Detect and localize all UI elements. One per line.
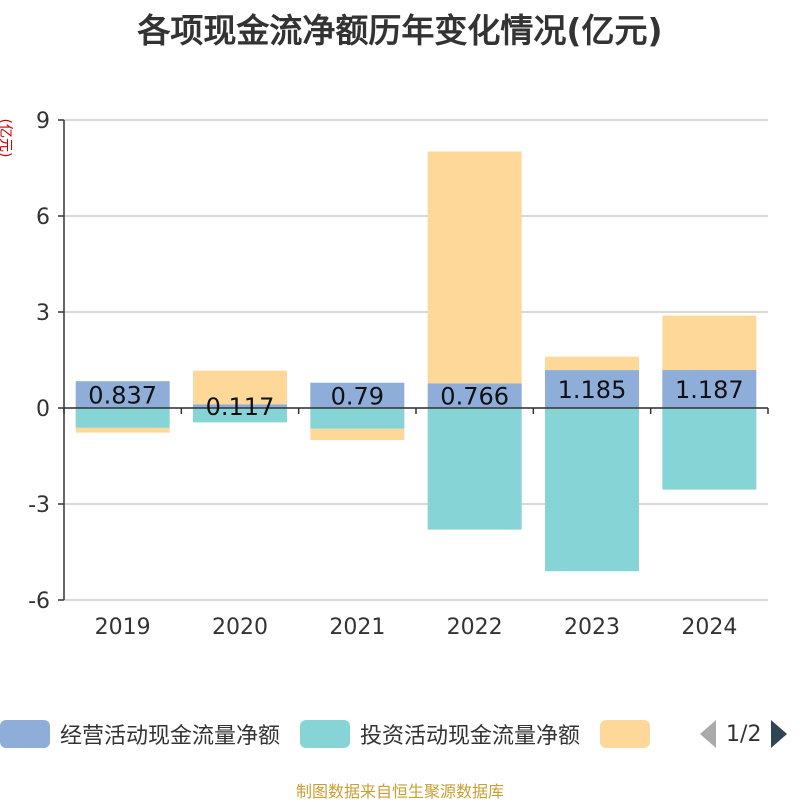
x-tick-label-2019: 2019 <box>95 615 151 640</box>
legend-label-investing: 投资活动现金流量净额 <box>360 724 581 749</box>
bar-3-2023 <box>545 356 639 371</box>
legend-swatch-financing <box>600 720 651 748</box>
x-tick-label-2020: 2020 <box>212 615 268 640</box>
bar-3-2019 <box>75 427 170 433</box>
bar-1-2020 <box>193 404 287 408</box>
data-label-2019: 0.837 <box>88 382 157 410</box>
bar-2-2023 <box>545 408 639 572</box>
x-tick-label-2023: 2023 <box>564 615 620 640</box>
bar-1-2019 <box>75 381 170 408</box>
bar-1-2022 <box>427 383 522 408</box>
y-tick-label: 6 <box>36 205 50 230</box>
legend-page-indicator: 1/2 <box>726 721 762 747</box>
bar-3-2024 <box>662 315 757 371</box>
legend-label-operating: 经营活动现金流量净额 <box>60 724 281 749</box>
data-label-2024: 1.187 <box>675 376 744 404</box>
legend-item-investing[interactable]: 投资活动现金流量净额 <box>300 718 580 750</box>
data-label-2021: 0.79 <box>331 382 384 410</box>
legend-next-page-icon[interactable] <box>771 720 788 748</box>
y-tick-label: 0 <box>36 397 50 422</box>
legend-swatch-operating <box>0 720 50 748</box>
data-label-2023: 1.185 <box>558 376 627 404</box>
x-tick-label-2024: 2024 <box>681 615 737 640</box>
x-tick-label-2022: 2022 <box>447 615 503 640</box>
bar-1-2024 <box>662 370 757 408</box>
data-source-footer: 制图数据来自恒生聚源数据库 <box>295 782 504 801</box>
data-label-2020: 0.117 <box>206 393 275 421</box>
bar-3-2020 <box>193 370 287 405</box>
bar-2-2020 <box>193 408 287 423</box>
y-tick-label: 3 <box>36 301 50 326</box>
data-label-2022: 0.766 <box>440 383 509 411</box>
bar-2-2019 <box>75 408 170 428</box>
legend-prev-page-icon[interactable] <box>700 720 717 748</box>
bar-2-2021 <box>310 408 405 429</box>
bar-1-2021 <box>310 382 405 408</box>
chart-title: 各项现金流净额历年变化情况(亿元) <box>137 11 663 50</box>
bar-3-2022 <box>427 151 522 384</box>
legend-swatch-investing <box>300 720 351 748</box>
legend: 经营活动现金流量净额 投资活动现金流量净额 1/2 <box>0 716 788 752</box>
bar-chart: 9 6 3 0 -3 -6 2019 2020 2021 2022 2023 2024 0.837 0.1… <box>28 109 769 640</box>
y-tick-label: -3 <box>28 493 50 518</box>
bar-1-2023 <box>545 370 639 408</box>
bar-2-2024 <box>662 408 757 490</box>
legend-pager: 1/2 <box>700 720 788 748</box>
bar-3-2021 <box>310 428 405 440</box>
y-tick-label: 9 <box>36 109 50 134</box>
x-tick-label-2021: 2021 <box>329 615 385 640</box>
y-tick-label: -6 <box>28 589 50 614</box>
legend-item-operating[interactable]: 经营活动现金流量净额 <box>0 718 280 750</box>
bar-2-2022 <box>427 408 522 530</box>
legend-item-financing[interactable] <box>600 720 660 748</box>
